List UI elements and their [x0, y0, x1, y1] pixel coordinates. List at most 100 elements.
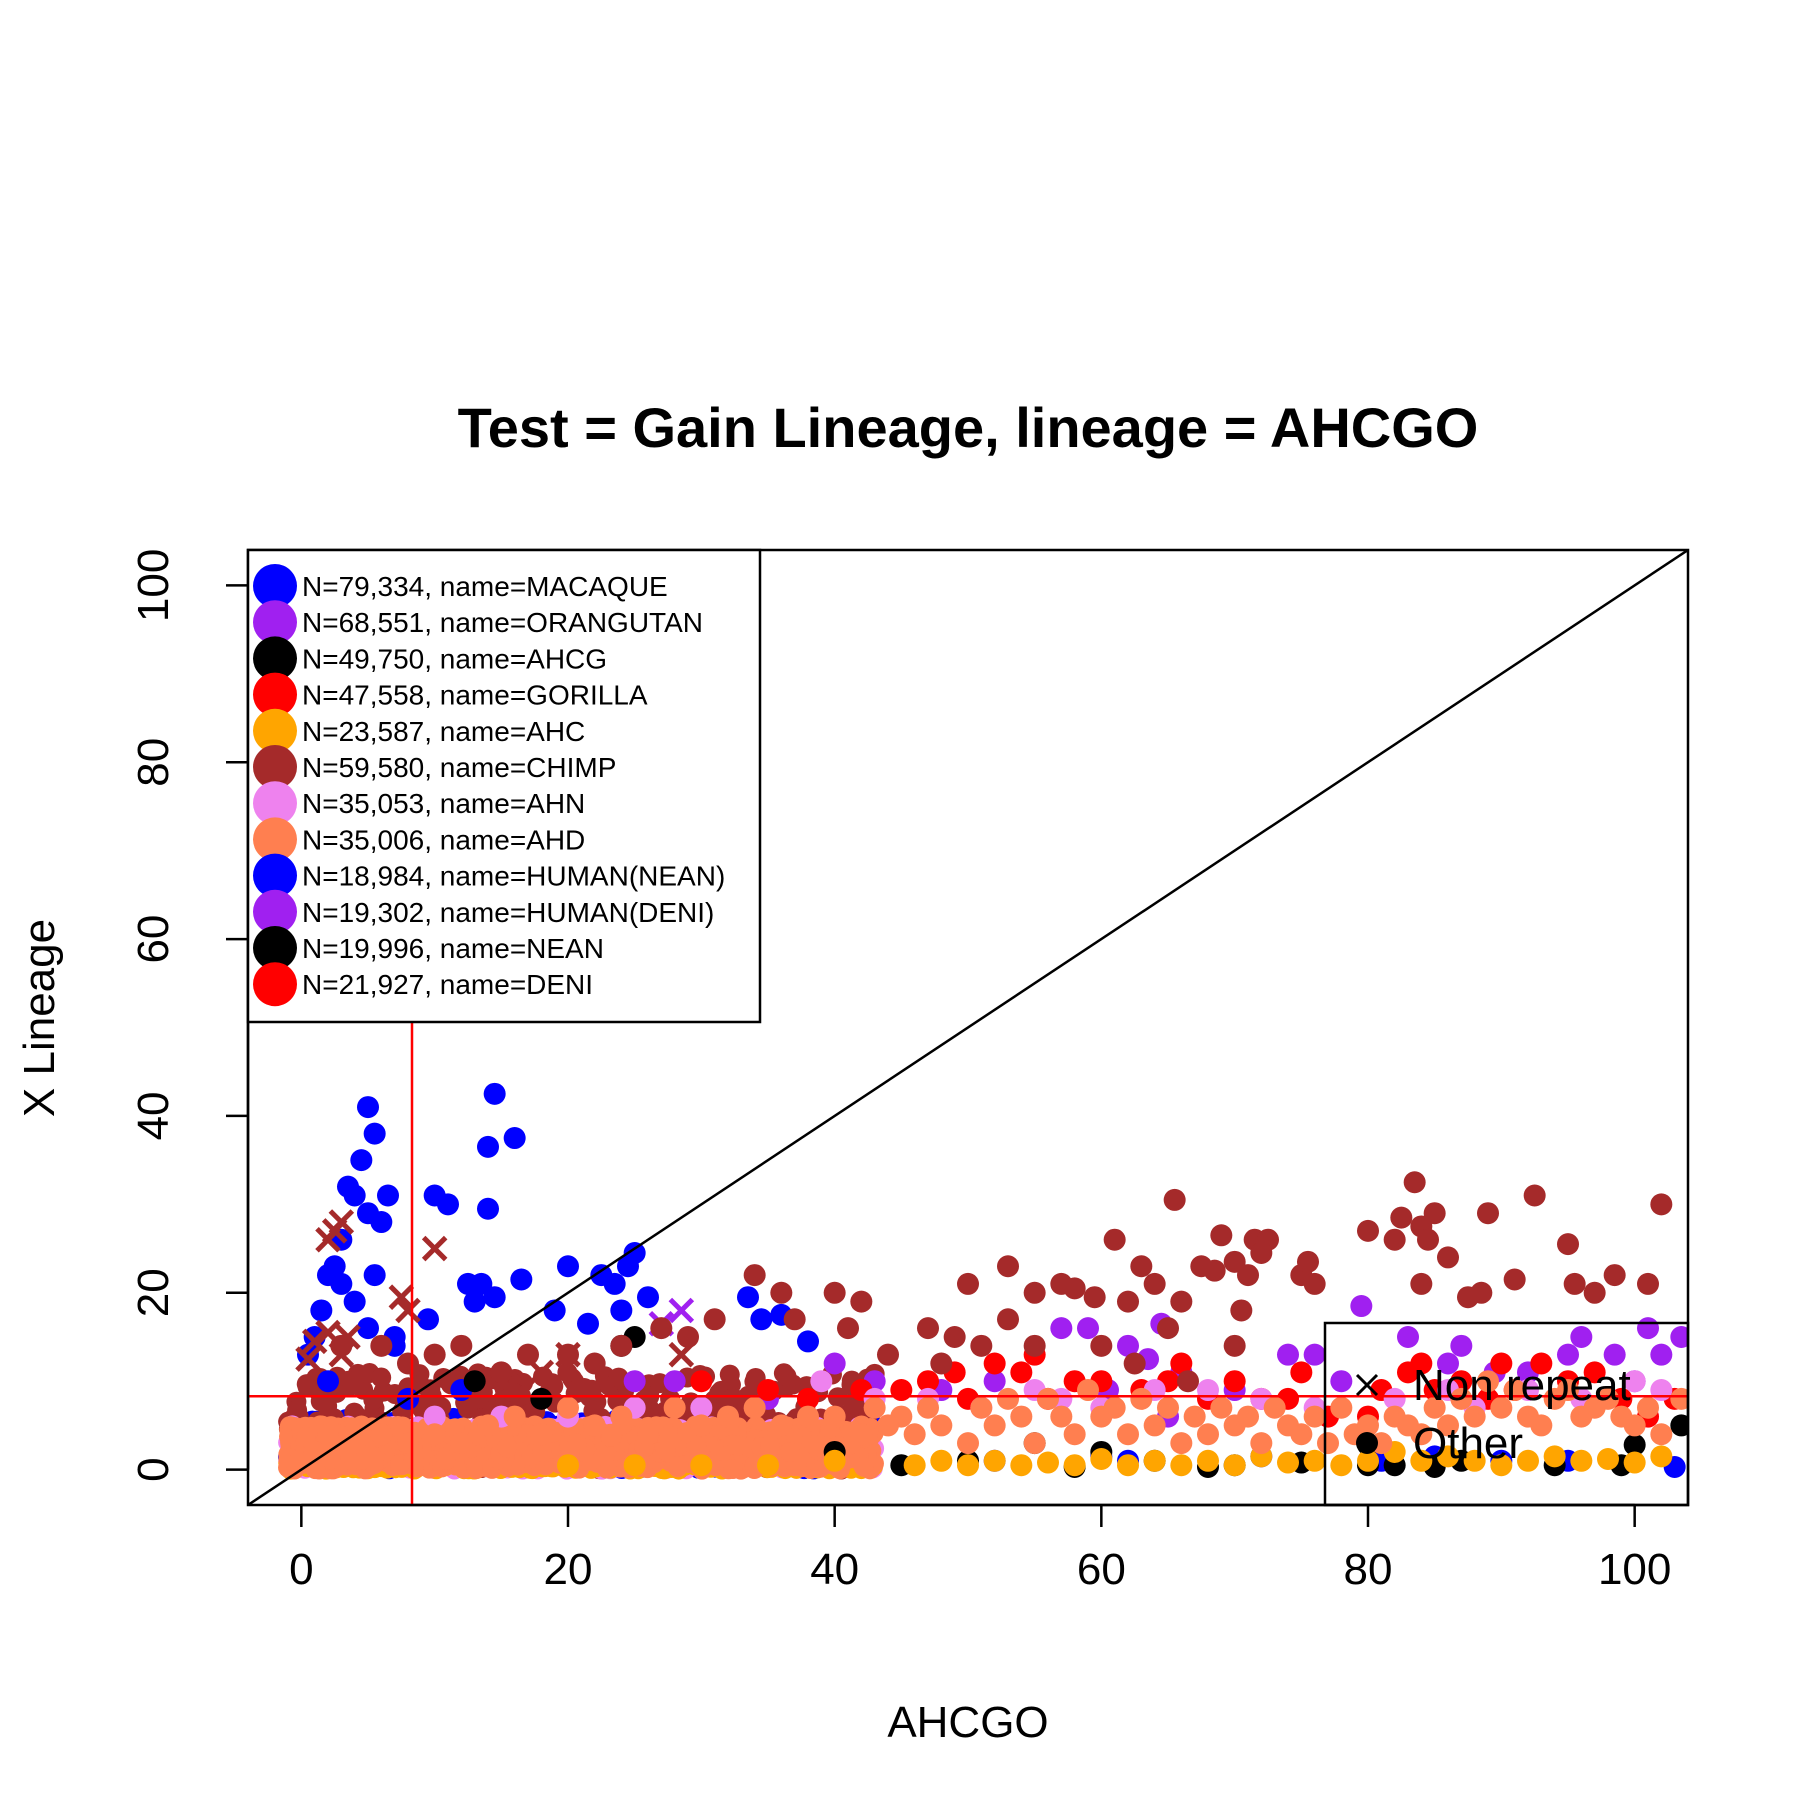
data-point [930, 1449, 953, 1472]
data-point [1650, 1423, 1673, 1446]
data-point [328, 1341, 355, 1368]
data-point [1170, 1290, 1193, 1313]
data-point [797, 1330, 819, 1353]
data-point [1437, 1445, 1459, 1468]
y-axis: 0 20 40 60 80 100 [129, 549, 250, 1482]
data-point [1197, 1423, 1219, 1446]
data-point [530, 1423, 553, 1446]
data-point [997, 1255, 1019, 1278]
data-point [287, 1400, 308, 1421]
data-point [1317, 1432, 1339, 1455]
data-point [917, 1370, 939, 1393]
data-point [1463, 1449, 1486, 1472]
data-point [1223, 1250, 1246, 1273]
data-point [783, 1308, 806, 1331]
data-point [1637, 1272, 1659, 1295]
legend-label: N=35,053, name=AHN [302, 788, 585, 819]
shape-legend: Non repeat Other [1323, 1321, 1690, 1507]
data-point [1210, 1224, 1233, 1247]
x-tick-label: 100 [1598, 1545, 1671, 1594]
legend-label: N=49,750, name=AHCG [302, 643, 607, 674]
data-point [1183, 1405, 1206, 1428]
data-point [370, 1334, 393, 1357]
data-point [757, 1454, 779, 1477]
shape-legend-entry: Other [1356, 1419, 1523, 1468]
chart-title: Test = Gain Lineage, lineage = AHCGO [458, 396, 1479, 459]
data-point [717, 1405, 739, 1428]
data-point [1063, 1423, 1086, 1446]
data-point [637, 1286, 659, 1309]
data-point [957, 1454, 979, 1477]
data-point [1157, 1396, 1179, 1419]
data-point [1637, 1396, 1659, 1419]
data-point [722, 1459, 743, 1480]
data-point [1623, 1451, 1646, 1474]
x-tick-label: 0 [289, 1545, 313, 1594]
data-point [743, 1264, 766, 1287]
data-point [1350, 1295, 1373, 1318]
legend-marker [253, 564, 297, 608]
data-point [617, 1255, 639, 1278]
data-point [463, 1370, 486, 1393]
shape-legend-entry: Non repeat [1355, 1361, 1631, 1410]
data-point [350, 1149, 373, 1172]
data-point [295, 1346, 321, 1372]
y-tick-label: 20 [129, 1268, 178, 1317]
data-point [1383, 1387, 1406, 1410]
data-point [477, 1197, 499, 1220]
y-axis-label: X Lineage [15, 919, 64, 1117]
data-point [317, 1423, 339, 1446]
data-point [557, 1454, 579, 1477]
data-point [1123, 1352, 1146, 1375]
data-point [1477, 1202, 1499, 1225]
data-point [930, 1414, 953, 1437]
x-tick-label: 80 [1344, 1545, 1393, 1594]
data-point [1077, 1317, 1099, 1340]
data-point [957, 1272, 979, 1295]
data-point [477, 1414, 499, 1437]
data-point [1163, 1188, 1186, 1211]
legend-label: N=18,984, name=HUMAN(NEAN) [302, 861, 725, 892]
data-point [776, 1366, 797, 1387]
data-point [363, 1389, 384, 1410]
data-point [1490, 1396, 1513, 1419]
data-point [1423, 1396, 1446, 1419]
data-point [330, 1272, 353, 1295]
data-point [310, 1299, 333, 1322]
data-point [1470, 1281, 1493, 1304]
data-point [1410, 1449, 1433, 1472]
data-point [357, 1096, 379, 1119]
legend-label: N=47,558, name=GORILLA [302, 680, 648, 711]
data-point [750, 1308, 773, 1331]
data-point [1023, 1281, 1046, 1304]
shape-legend-label: Other [1413, 1419, 1523, 1468]
data-point [1403, 1171, 1426, 1194]
legend-marker [253, 817, 297, 862]
shape-legend-box [1323, 1321, 1690, 1507]
y-tick-label: 80 [129, 738, 178, 787]
data-point [1277, 1343, 1299, 1366]
data-point [583, 1414, 606, 1437]
data-point [1063, 1454, 1086, 1477]
data-point [1330, 1396, 1353, 1419]
data-point [1143, 1272, 1166, 1295]
data-point [1450, 1387, 1473, 1410]
data-point [1303, 1343, 1326, 1366]
data-point [1303, 1449, 1326, 1472]
data-point [421, 1235, 448, 1262]
data-point [574, 1377, 595, 1398]
y-tick-label: 60 [129, 915, 178, 964]
data-point [1557, 1233, 1579, 1256]
data-point [1410, 1423, 1433, 1446]
y-tick-label: 0 [129, 1457, 178, 1481]
data-point [1477, 1370, 1499, 1393]
data-point [997, 1387, 1019, 1410]
data-point [583, 1352, 606, 1375]
data-point [1010, 1405, 1033, 1428]
data-point [343, 1290, 366, 1313]
data-point [823, 1352, 846, 1375]
data-point [594, 1446, 615, 1467]
data-point [1437, 1352, 1459, 1375]
plot-frame [246, 548, 1690, 1507]
